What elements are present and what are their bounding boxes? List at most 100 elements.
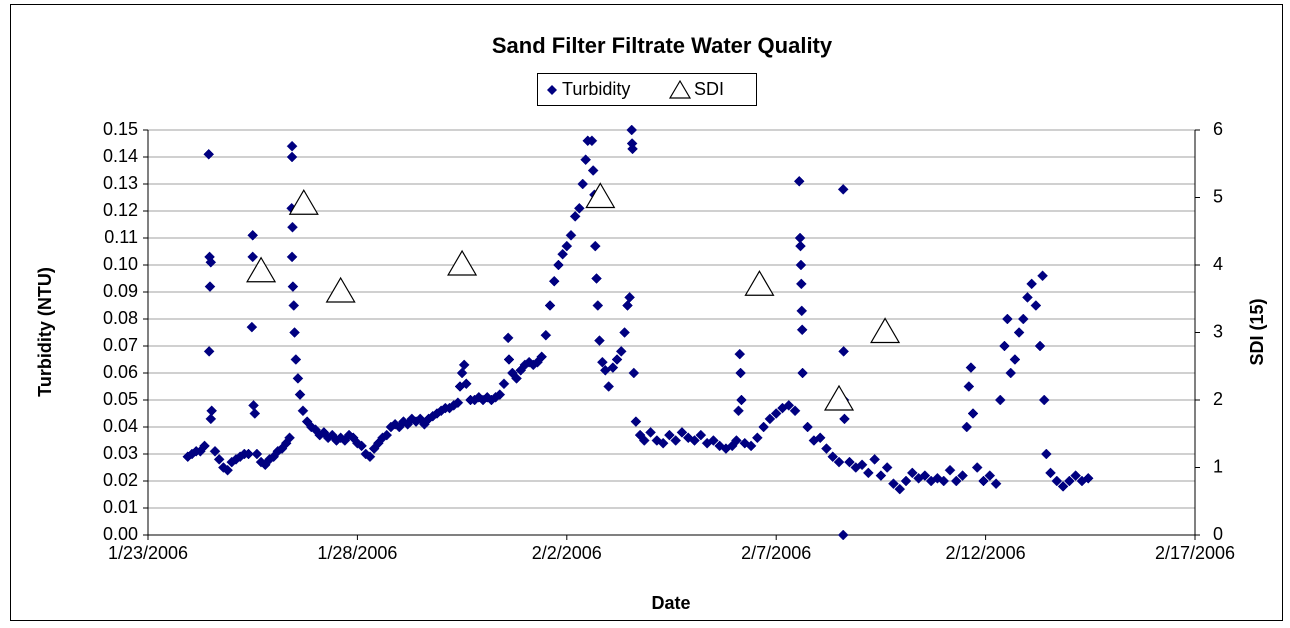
diamond-marker — [592, 300, 604, 311]
diamond-marker — [204, 281, 216, 292]
y-tick-label: 0.06 — [103, 362, 138, 382]
diamond-marker — [862, 467, 874, 479]
diamond-marker — [994, 394, 1006, 406]
diamond-marker — [999, 340, 1010, 352]
diamond-marker — [1002, 313, 1013, 325]
diamond-marker — [961, 421, 973, 433]
y2-tick-label: 0 — [1213, 524, 1223, 544]
legend-swatch — [668, 79, 692, 99]
y-tick-label: 0.04 — [103, 416, 138, 436]
diamond-marker — [1026, 278, 1038, 290]
chart-frame — [10, 4, 1283, 621]
diamond-marker — [243, 448, 254, 460]
diamond-marker — [203, 346, 215, 357]
y2-axis-title: SDI (15) — [1247, 298, 1267, 365]
diamond-marker — [875, 470, 887, 481]
diamond-marker — [770, 408, 782, 419]
legend-label: Turbidity — [562, 79, 630, 99]
diamond-marker — [622, 300, 633, 311]
y-tick-label: 0.10 — [103, 254, 138, 274]
diamond-marker — [288, 300, 300, 311]
y2-tick-label: 3 — [1213, 321, 1223, 341]
diamond-marker — [553, 259, 564, 271]
diamond-marker — [286, 151, 298, 163]
diamond-marker — [577, 178, 589, 190]
y-axis-title: Turbidity (NTU) — [35, 267, 55, 397]
triangle-marker — [246, 256, 277, 283]
diamond-marker — [611, 354, 623, 365]
diamond-marker — [540, 329, 552, 341]
diamond-marker — [452, 397, 464, 409]
diamond-marker — [597, 356, 608, 368]
diamond-marker — [589, 240, 601, 252]
diamond-marker — [287, 281, 299, 292]
diamond-marker — [561, 240, 573, 252]
diamond-marker — [1037, 270, 1048, 282]
diamond-marker — [676, 427, 688, 438]
diamond-marker — [764, 413, 776, 425]
diamond-marker — [978, 475, 989, 487]
diamond-marker — [574, 202, 585, 214]
diamond-marker — [1022, 292, 1033, 303]
triangle-marker — [744, 270, 775, 296]
x-tick-label: 2/7/2006 — [741, 543, 811, 563]
diamond-marker — [795, 240, 806, 252]
diamond-marker — [793, 175, 805, 187]
diamond-marker — [1009, 354, 1021, 365]
triangle-marker — [447, 249, 478, 276]
diamond-marker — [645, 427, 656, 438]
diamond-marker — [797, 367, 808, 379]
diamond-marker — [290, 354, 302, 365]
diamond-marker — [557, 248, 568, 260]
diamond-marker — [503, 354, 515, 365]
diamond-marker — [1064, 475, 1075, 487]
diamond-marker — [209, 445, 221, 457]
diamond-marker — [796, 324, 808, 336]
diamond-marker — [1045, 467, 1056, 479]
diamond-marker — [1034, 340, 1046, 352]
diamond-marker — [965, 362, 977, 373]
y-tick-label: 0.03 — [103, 443, 138, 463]
diamond-marker — [735, 367, 746, 379]
diamond-marker — [205, 413, 217, 425]
y-tick-label: 0.13 — [103, 173, 138, 193]
y-tick-label: 0.05 — [103, 389, 138, 409]
x-tick-label: 1/23/2006 — [108, 543, 188, 563]
y-tick-label: 0.08 — [103, 308, 138, 328]
diamond-marker — [827, 451, 839, 463]
diamond-marker — [586, 135, 598, 147]
diamond-marker — [736, 394, 747, 406]
diamond-marker — [511, 373, 522, 384]
triangle-marker — [823, 384, 855, 411]
diamond-marker — [548, 275, 560, 287]
diamond-marker — [838, 346, 849, 357]
diamond-marker — [603, 381, 615, 392]
diamond-marker — [1017, 313, 1029, 325]
diamond-marker — [734, 348, 746, 360]
diamond-marker — [1013, 327, 1025, 338]
diamond-marker — [894, 483, 906, 495]
triangle-marker — [325, 276, 356, 303]
diamond-marker — [795, 278, 807, 290]
diamond-marker — [630, 416, 642, 427]
x-tick-label: 2/2/2006 — [532, 543, 602, 563]
diamond-marker — [844, 456, 855, 468]
diamond-marker — [695, 429, 707, 441]
diamond-marker — [833, 456, 845, 468]
y-tick-label: 0.11 — [104, 227, 138, 247]
diamond-marker — [580, 154, 591, 166]
y2-tick-label: 1 — [1213, 456, 1223, 476]
diamond-marker — [249, 408, 261, 419]
diamond-marker — [494, 389, 506, 400]
diamond-marker — [624, 292, 635, 303]
diamond-marker — [247, 251, 259, 263]
x-tick-label: 2/17/2006 — [1155, 543, 1235, 563]
y-tick-label: 0.12 — [103, 200, 138, 220]
diamond-marker — [919, 470, 931, 481]
triangle-marker — [870, 317, 901, 344]
diamond-marker — [795, 259, 807, 271]
chart-title: Sand Filter Filtrate Water Quality — [492, 33, 833, 58]
diamond-marker — [565, 229, 577, 241]
diamond-marker — [460, 378, 472, 390]
